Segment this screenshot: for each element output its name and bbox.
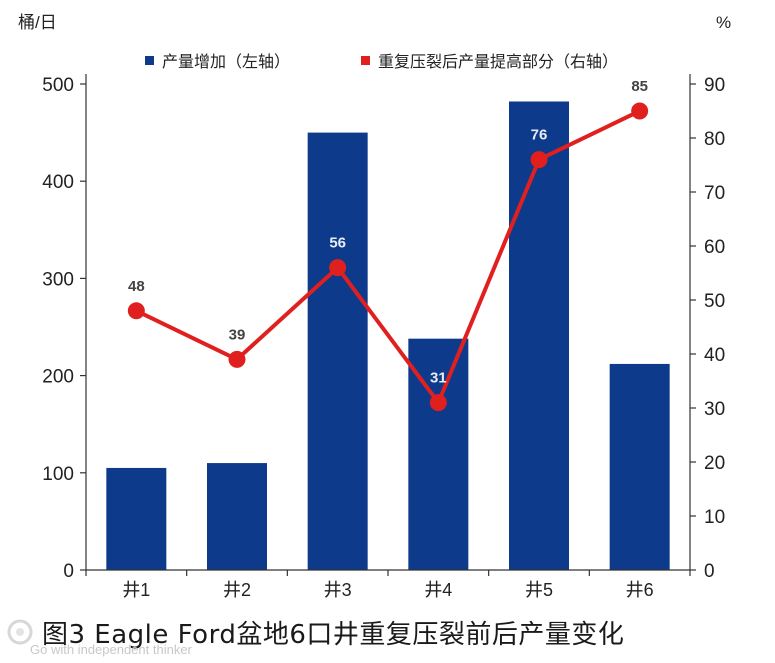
line-point — [429, 394, 447, 412]
legend-label: 重复压裂后产量提高部分（右轴） — [378, 53, 618, 71]
right-tick-label: 30 — [704, 399, 725, 420]
legend-marker-bar — [145, 56, 154, 65]
right-axis: 0 10 20 30 40 50 60 70 80 90 — [689, 74, 725, 582]
data-label: 39 — [229, 326, 246, 343]
chart-svg: 0 100 200 300 400 500 0 10 20 30 40 50 60 70 80 90 48 3… — [18, 13, 731, 600]
left-tick-label: 500 — [42, 75, 74, 96]
legend: 产量增加（左轴） 重复压裂后产量提高部分（右轴） — [100, 50, 640, 72]
left-tick-label: 200 — [42, 367, 74, 388]
right-tick-label: 60 — [704, 237, 725, 258]
right-tick-label: 20 — [704, 453, 725, 474]
left-tick-label: 100 — [42, 464, 74, 485]
line-point — [329, 259, 347, 277]
left-axis-unit: 桶/日 — [18, 13, 57, 32]
right-axis-unit: % — [716, 13, 731, 32]
x-tick-label: 井1 — [122, 580, 150, 600]
data-label: 31 — [430, 370, 447, 387]
left-tick-label: 300 — [42, 269, 74, 290]
line-point — [127, 302, 145, 320]
right-tick-label: 90 — [704, 75, 725, 96]
x-tick-label: 井3 — [324, 580, 352, 600]
left-tick-label: 400 — [42, 172, 74, 193]
watermark-logo-icon — [7, 619, 33, 645]
x-tick-label: 井4 — [424, 580, 452, 600]
data-label: 76 — [531, 127, 548, 144]
bar — [509, 101, 569, 570]
bar — [207, 463, 267, 570]
bar — [307, 132, 368, 570]
x-tick-label: 井5 — [525, 580, 553, 600]
right-tick-label: 40 — [704, 345, 725, 366]
bar — [106, 467, 167, 570]
left-tick-label: 0 — [63, 561, 74, 582]
bar-series — [106, 101, 670, 570]
right-tick-label: 80 — [704, 129, 725, 150]
left-axis: 0 100 200 300 400 500 — [42, 74, 87, 582]
data-label: 48 — [128, 278, 145, 295]
figure-caption: 图3 Eagle Ford盆地6口井重复压裂前后产量变化 — [42, 620, 625, 650]
legend-marker-line — [361, 56, 370, 65]
line-point — [530, 151, 548, 169]
right-tick-label: 70 — [704, 183, 725, 204]
right-tick-label: 0 — [704, 561, 715, 582]
line-point — [631, 102, 649, 120]
right-tick-label: 10 — [704, 507, 725, 528]
watermark-text: Go with independent thinker — [30, 642, 192, 657]
data-label: 56 — [329, 235, 346, 252]
right-tick-label: 50 — [704, 291, 725, 312]
x-axis: 井1 井2 井3 井4 井5 井6 — [85, 569, 691, 600]
data-label: 85 — [631, 78, 648, 95]
legend-label: 产量增加（左轴） — [162, 53, 290, 71]
line-path — [135, 109, 641, 405]
x-tick-label: 井2 — [223, 580, 251, 600]
x-tick-label: 井6 — [626, 580, 654, 600]
line-series: 48 39 56 31 76 85 — [127, 78, 649, 412]
bar — [609, 363, 670, 570]
line-point — [228, 350, 246, 368]
